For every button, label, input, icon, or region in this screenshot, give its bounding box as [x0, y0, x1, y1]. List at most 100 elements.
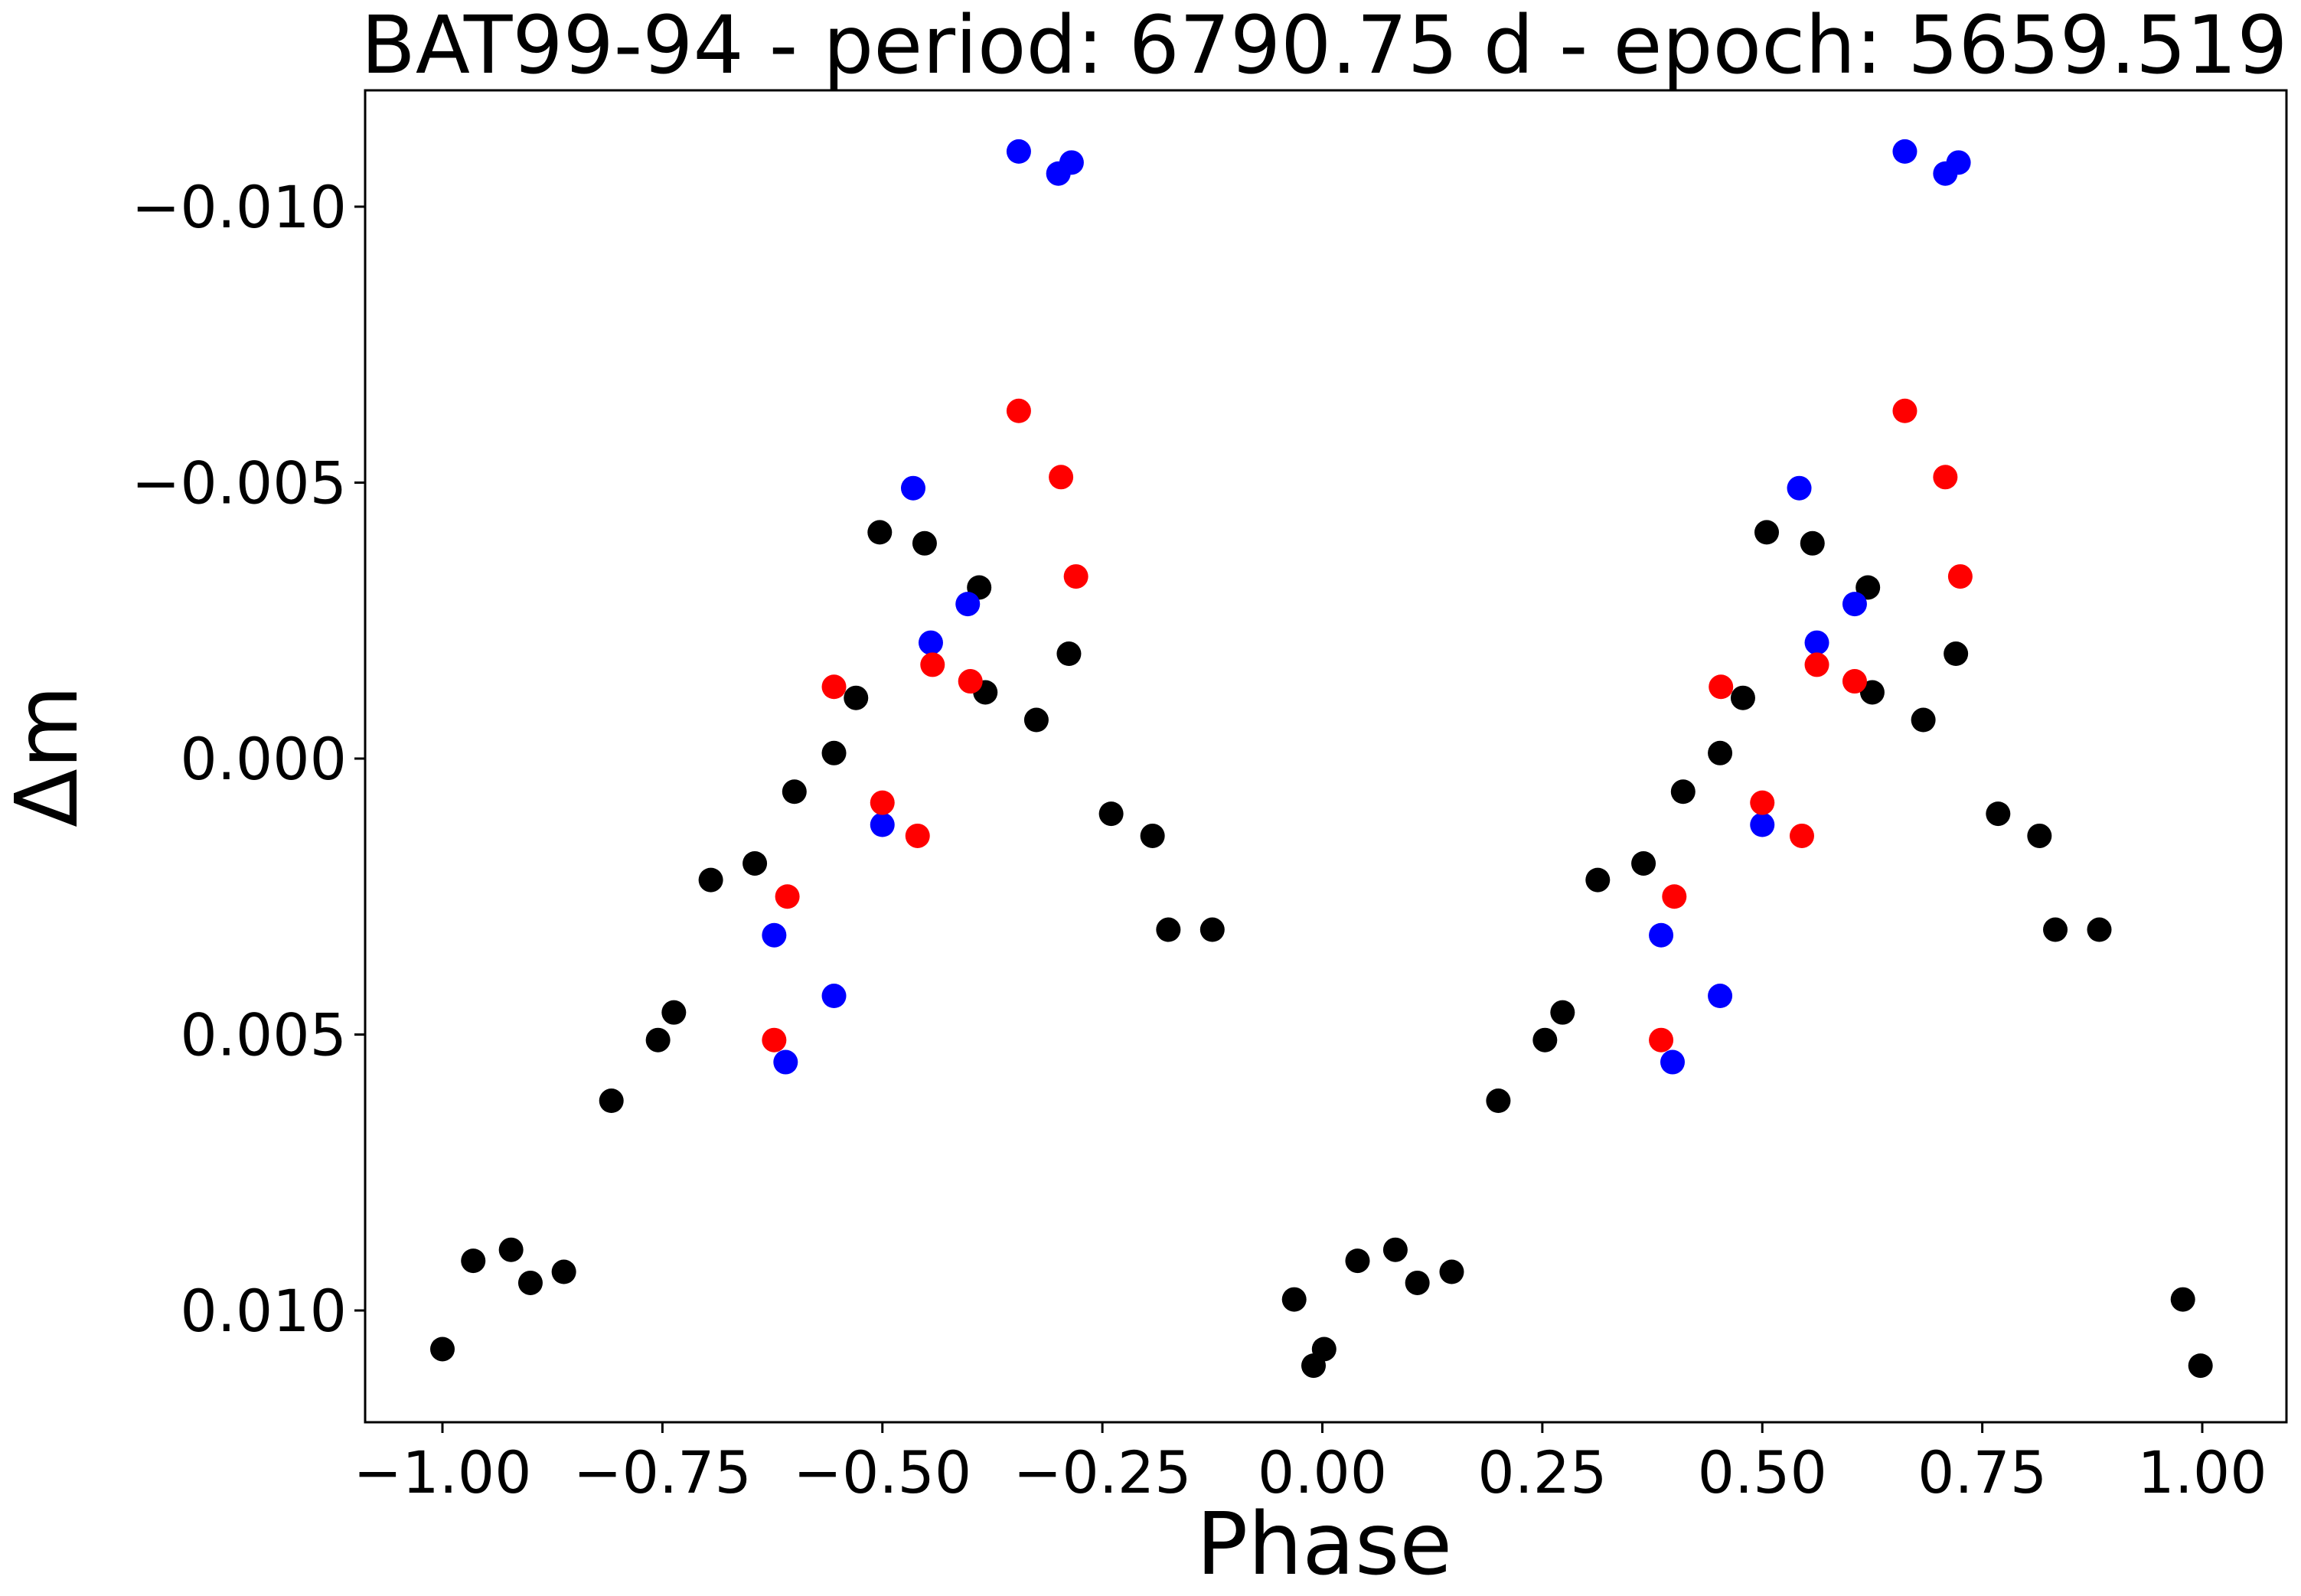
data-point-series-1-14 — [1787, 475, 1812, 501]
x-tick-label: −0.75 — [573, 1438, 752, 1506]
data-point-series-1-12 — [1708, 984, 1733, 1009]
data-point-series-0-14 — [912, 530, 937, 556]
x-tick-label: 0.75 — [1918, 1438, 2047, 1506]
data-point-series-2-4 — [905, 823, 930, 848]
data-point-series-0-49 — [2188, 1353, 2213, 1379]
data-point-series-0-47 — [2087, 917, 2112, 942]
data-point-series-0-26 — [1345, 1248, 1370, 1274]
data-point-series-1-2 — [821, 984, 847, 1009]
data-point-series-0-18 — [1056, 641, 1082, 667]
data-point-series-0-25 — [1311, 1337, 1337, 1362]
data-point-series-2-6 — [958, 669, 983, 694]
data-markers — [430, 139, 2213, 1379]
data-point-series-1-4 — [900, 475, 925, 501]
data-point-series-1-11 — [1660, 1049, 1686, 1075]
data-point-series-0-17 — [1023, 707, 1049, 733]
data-point-series-0-19 — [1098, 801, 1124, 827]
data-point-series-1-17 — [1892, 139, 1918, 164]
data-point-series-1-10 — [1649, 922, 1674, 948]
x-tick-label: −1.00 — [354, 1438, 532, 1506]
data-point-series-0-11 — [821, 740, 847, 765]
data-point-series-0-42 — [1911, 707, 1936, 733]
data-point-series-1-9 — [1059, 150, 1084, 175]
data-point-series-2-15 — [1804, 652, 1829, 677]
data-point-series-2-2 — [821, 674, 847, 700]
data-point-series-1-13 — [1750, 812, 1775, 837]
data-point-series-0-46 — [2043, 917, 2068, 942]
x-axis-ticks: −1.00 −0.75 −0.50 −0.25 0.00 0.25 0.50 0.75 1.00 — [354, 1422, 2267, 1506]
data-point-series-2-1 — [775, 884, 800, 909]
plot-frame — [364, 89, 2288, 1424]
data-point-series-0-6 — [645, 1027, 671, 1053]
data-point-series-2-16 — [1842, 669, 1867, 694]
data-point-series-0-41 — [1855, 575, 1881, 600]
y-tick-label: 0.005 — [180, 1001, 347, 1069]
data-point-series-2-17 — [1892, 398, 1918, 423]
data-point-series-0-32 — [1550, 1000, 1575, 1025]
data-point-series-2-12 — [1709, 674, 1734, 700]
data-point-series-2-3 — [870, 790, 895, 815]
data-point-series-0-29 — [1439, 1259, 1464, 1284]
data-point-series-0-40 — [1859, 680, 1885, 705]
data-point-series-0-2 — [498, 1237, 524, 1262]
data-point-series-2-0 — [762, 1027, 787, 1053]
data-point-series-1-3 — [870, 812, 895, 837]
data-point-series-2-5 — [920, 652, 945, 677]
data-point-series-2-9 — [1063, 564, 1088, 589]
data-point-series-0-12 — [844, 685, 869, 710]
data-point-series-0-31 — [1532, 1027, 1558, 1053]
data-point-series-0-10 — [782, 779, 807, 805]
data-point-series-0-35 — [1670, 779, 1696, 805]
data-point-series-0-34 — [1631, 850, 1656, 876]
data-point-series-1-15 — [1804, 630, 1829, 655]
data-point-series-0-43 — [1944, 641, 1969, 667]
data-point-series-1-6 — [955, 592, 981, 617]
data-point-series-2-8 — [1049, 465, 1074, 490]
y-tick-label: −0.010 — [132, 173, 347, 241]
data-point-series-0-36 — [1708, 740, 1733, 765]
chart-title: BAT99-94 - period: 6790.75 d - epoch: 56… — [361, 0, 2287, 92]
data-point-series-0-7 — [661, 1000, 687, 1025]
y-tick-label: 0.000 — [180, 725, 347, 793]
x-tick-label: 0.00 — [1258, 1438, 1387, 1506]
x-tick-label: 0.25 — [1477, 1438, 1607, 1506]
data-point-series-1-16 — [1842, 592, 1867, 617]
data-point-series-1-5 — [918, 630, 943, 655]
data-point-series-0-28 — [1405, 1270, 1430, 1295]
y-axis-label: Δm — [0, 685, 97, 827]
data-point-series-0-20 — [1140, 823, 1165, 848]
y-tick-label: 0.010 — [180, 1277, 347, 1345]
data-point-series-0-23 — [1281, 1287, 1307, 1312]
data-point-series-1-0 — [762, 922, 787, 948]
data-point-series-0-22 — [1199, 917, 1225, 942]
data-point-series-0-44 — [1986, 801, 2011, 827]
data-point-series-0-39 — [1800, 530, 1825, 556]
x-tick-label: 1.00 — [2137, 1438, 2267, 1506]
data-point-series-1-1 — [773, 1049, 798, 1075]
y-tick-label: −0.005 — [132, 449, 347, 517]
data-point-series-0-0 — [430, 1337, 455, 1362]
data-point-series-2-10 — [1649, 1027, 1674, 1053]
y-axis-ticks: −0.010 −0.005 0.000 0.005 0.010 — [132, 173, 365, 1345]
data-point-series-0-8 — [698, 867, 723, 893]
data-point-series-0-27 — [1382, 1237, 1408, 1262]
data-point-series-0-13 — [867, 520, 893, 545]
data-point-series-0-48 — [2170, 1287, 2195, 1312]
data-point-series-0-9 — [743, 850, 768, 876]
data-point-series-0-38 — [1754, 520, 1779, 545]
data-point-series-2-19 — [1947, 564, 1973, 589]
data-point-series-0-30 — [1486, 1088, 1511, 1114]
data-point-series-2-13 — [1750, 790, 1775, 815]
data-point-series-0-1 — [461, 1248, 486, 1274]
data-point-series-2-18 — [1933, 465, 1958, 490]
data-point-series-0-21 — [1156, 917, 1181, 942]
data-point-series-0-5 — [599, 1088, 624, 1114]
data-point-series-2-7 — [1006, 398, 1031, 423]
data-point-series-1-7 — [1006, 139, 1031, 164]
data-point-series-1-19 — [1946, 150, 1971, 175]
data-point-series-0-45 — [2027, 823, 2052, 848]
x-tick-label: −0.25 — [1013, 1438, 1192, 1506]
data-point-series-0-37 — [1730, 685, 1755, 710]
